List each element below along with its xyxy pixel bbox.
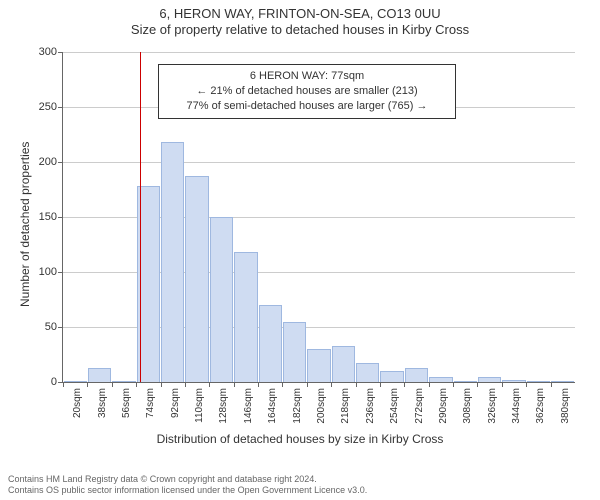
histogram-bar [64, 381, 87, 382]
xtick-mark [63, 382, 64, 387]
xtick-label: 182sqm [292, 388, 303, 424]
ytick-label: 50 [45, 321, 57, 333]
histogram-bar [234, 252, 257, 382]
chart-titles: 6, HERON WAY, FRINTON-ON-SEA, CO13 0UU S… [0, 0, 600, 39]
chart-area: 0 50 100 150 200 250 300 20sqm 38sqm 56sqm 74sqm 92… [0, 42, 600, 442]
y-axis-label: Number of detached properties [18, 142, 32, 307]
xtick-label: 200sqm [316, 388, 327, 424]
xtick-mark [477, 382, 478, 387]
footer-line-1: Contains HM Land Registry data © Crown c… [8, 474, 367, 485]
xtick-label: 236sqm [365, 388, 376, 424]
xtick-mark [331, 382, 332, 387]
xtick-mark [502, 382, 503, 387]
ytick-label: 150 [39, 211, 57, 223]
xtick-label: 308sqm [462, 388, 473, 424]
xtick-mark [453, 382, 454, 387]
x-axis-label: Distribution of detached houses by size … [0, 432, 600, 446]
xtick-mark [307, 382, 308, 387]
histogram-bar [380, 371, 403, 382]
xtick-mark [551, 382, 552, 387]
xtick-mark [234, 382, 235, 387]
xtick-label: 362sqm [535, 388, 546, 424]
xtick-label: 110sqm [194, 388, 205, 423]
xtick-mark [356, 382, 357, 387]
ytick-mark [58, 107, 63, 108]
footer-line-2: Contains OS public sector information li… [8, 485, 367, 496]
annotation-line: 77% of semi-detached houses are larger (… [167, 99, 447, 114]
histogram-bar [356, 363, 379, 382]
annotation-line: 6 HERON WAY: 77sqm [167, 69, 447, 84]
histogram-bar [283, 322, 306, 383]
xtick-mark [526, 382, 527, 387]
reference-line [140, 52, 141, 382]
xtick-mark [185, 382, 186, 387]
ytick-label: 0 [51, 376, 57, 388]
histogram-bar [429, 377, 452, 383]
ytick-label: 200 [39, 156, 57, 168]
xtick-label: 74sqm [145, 388, 156, 418]
xtick-mark [136, 382, 137, 387]
ytick-mark [58, 272, 63, 273]
xtick-mark [282, 382, 283, 387]
histogram-bar [478, 377, 501, 383]
histogram-bar [210, 217, 233, 382]
ytick-label: 250 [39, 101, 57, 113]
histogram-bar [112, 381, 135, 382]
xtick-mark [380, 382, 381, 387]
xtick-label: 128sqm [218, 388, 229, 424]
histogram-bar [527, 381, 550, 382]
xtick-mark [161, 382, 162, 387]
xtick-label: 326sqm [487, 388, 498, 424]
xtick-mark [258, 382, 259, 387]
xtick-label: 380sqm [560, 388, 571, 424]
histogram-bar [259, 305, 282, 382]
ytick-label: 100 [39, 266, 57, 278]
ytick-mark [58, 52, 63, 53]
histogram-bar [185, 176, 208, 382]
xtick-label: 92sqm [170, 388, 181, 418]
annotation-box: 6 HERON WAY: 77sqm← 21% of detached hous… [158, 64, 456, 119]
xtick-label: 344sqm [511, 388, 522, 424]
xtick-label: 146sqm [243, 388, 254, 424]
xtick-mark [87, 382, 88, 387]
histogram-bar [161, 142, 184, 382]
ytick-label: 300 [39, 46, 57, 58]
xtick-label: 20sqm [72, 388, 83, 418]
footer-attribution: Contains HM Land Registry data © Crown c… [8, 474, 367, 497]
ytick-mark [58, 327, 63, 328]
xtick-label: 38sqm [97, 388, 108, 418]
xtick-mark [112, 382, 113, 387]
chart-title-subtitle: Size of property relative to detached ho… [0, 22, 600, 38]
xtick-label: 290sqm [438, 388, 449, 424]
histogram-bar [502, 380, 525, 382]
histogram-bar [454, 381, 477, 382]
histogram-bar [88, 368, 111, 382]
xtick-label: 254sqm [389, 388, 400, 424]
xtick-label: 272sqm [414, 388, 425, 424]
histogram-bar [405, 368, 428, 382]
annotation-line: ← 21% of detached houses are smaller (21… [167, 84, 447, 99]
plot-region: 05010015020025030020sqm38sqm56sqm74sqm92… [62, 52, 575, 383]
histogram-bar [332, 346, 355, 382]
xtick-mark [404, 382, 405, 387]
chart-title-address: 6, HERON WAY, FRINTON-ON-SEA, CO13 0UU [0, 6, 600, 22]
xtick-mark [209, 382, 210, 387]
ytick-mark [58, 162, 63, 163]
xtick-label: 218sqm [340, 388, 351, 424]
ytick-mark [58, 217, 63, 218]
histogram-bar [551, 381, 574, 382]
xtick-label: 164sqm [267, 388, 278, 424]
xtick-mark [429, 382, 430, 387]
xtick-label: 56sqm [121, 388, 132, 418]
histogram-bar [307, 349, 330, 382]
